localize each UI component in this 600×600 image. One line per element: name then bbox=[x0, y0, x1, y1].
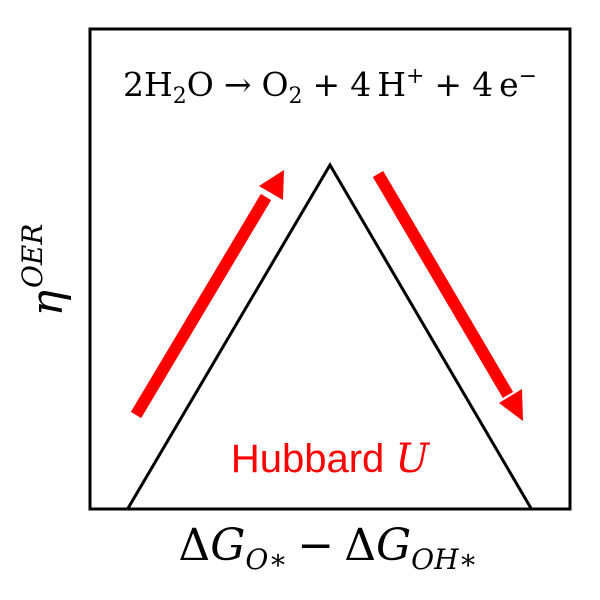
equation-electron: e bbox=[499, 65, 519, 104]
x-label-g-2: G bbox=[376, 520, 411, 571]
equation-proton-coef: 4 bbox=[350, 65, 371, 104]
reaction-equation: 2H2O → O2 +4 H+ +4 e− bbox=[123, 64, 537, 109]
hubbard-annotation: Hubbard U bbox=[231, 436, 431, 482]
volcano-curve bbox=[125, 162, 534, 511]
equation-proton-sup: + bbox=[406, 64, 424, 89]
equation-electron-sup: − bbox=[519, 64, 537, 89]
equation-arrow: → bbox=[224, 65, 252, 104]
x-label-g-1: G bbox=[210, 520, 245, 571]
y-axis-label: ηOER bbox=[16, 224, 73, 317]
y-label-superscript: OER bbox=[16, 224, 49, 288]
x-label-sub-2: OH∗ bbox=[411, 543, 477, 576]
equation-lhs-tail: O bbox=[187, 65, 214, 104]
equation-lhs-coef: 2 bbox=[123, 65, 144, 104]
equation-lhs-sub: 2 bbox=[173, 84, 187, 109]
equation-plus-2: + bbox=[434, 65, 462, 104]
x-axis-label: ΔGO∗ − ΔGOH∗ bbox=[178, 520, 477, 576]
x-label-minus: − bbox=[297, 520, 334, 571]
equation-o2: O bbox=[261, 65, 288, 104]
annotation-variable: U bbox=[395, 436, 430, 482]
equation-proton: H bbox=[377, 65, 406, 104]
plot-frame bbox=[88, 27, 572, 511]
x-label-sub-1: O∗ bbox=[245, 543, 287, 576]
x-label-delta-2: Δ bbox=[344, 520, 376, 571]
equation-o2-sub: 2 bbox=[289, 84, 303, 109]
equation-plus-1: + bbox=[313, 65, 341, 104]
up-arrow bbox=[130, 170, 284, 419]
equation-electron-coef: 4 bbox=[472, 65, 493, 104]
annotation-text: Hubbard bbox=[231, 437, 396, 481]
y-label-symbol: η bbox=[22, 290, 73, 316]
equation-lhs-species: H bbox=[144, 65, 173, 104]
down-arrow bbox=[372, 170, 523, 421]
x-label-delta-1: Δ bbox=[178, 520, 210, 571]
